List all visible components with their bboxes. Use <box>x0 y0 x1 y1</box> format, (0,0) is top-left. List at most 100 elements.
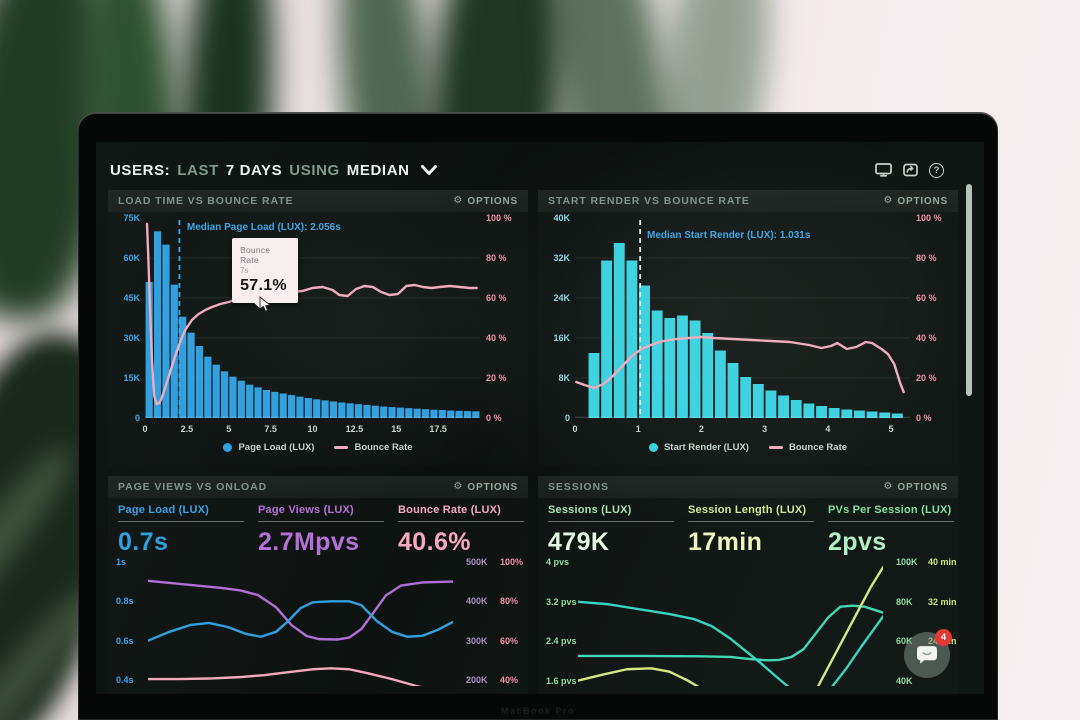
dashboard-header: USERS: LAST 7 DAYS USING MEDIAN ? <box>110 156 970 184</box>
y-axis-right: 100 % 80 % 60 % 40 % 20 % 0 % <box>916 213 954 423</box>
axis-tick: 45K <box>123 293 140 303</box>
axis-tick: 40 min <box>928 557 957 568</box>
options-button[interactable]: ⚙ OPTIONS <box>883 195 948 207</box>
tooltip-title: Bounce Rate <box>240 245 271 265</box>
axis-tick: 80K <box>896 596 913 607</box>
axis-tick: 80 % <box>486 253 507 263</box>
axis-tick: 80 % <box>916 253 937 263</box>
options-button[interactable]: ⚙ OPTIONS <box>883 481 948 493</box>
axis-tick: 1.6 pvs <box>546 675 577 686</box>
axis-tick: 2.4 pvs <box>546 636 577 647</box>
panel-start-render: START RENDER VS BOUNCE RATE ⚙ OPTIONS 40… <box>538 190 958 466</box>
axis-tick: 80% <box>500 596 519 607</box>
axis-tick: 0.8s <box>116 596 134 607</box>
panel-page-views: PAGE VIEWS VS ONLOAD ⚙ OPTIONS Page Load… <box>108 476 528 694</box>
axis-tick: 3 <box>762 424 768 434</box>
axis-tick: 75K <box>123 213 140 223</box>
y-axis-right-views: 500K 400K 300K 200K <box>466 556 494 686</box>
y-axis-right: 100 % 80 % 60 % 40 % 20 % 0 % <box>486 213 524 423</box>
x-axis: 0 2.5 5 7.5 10 12.5 15 17.5 <box>142 424 480 436</box>
options-button[interactable]: ⚙ OPTIONS <box>453 195 518 207</box>
axis-tick: 5 <box>226 424 232 434</box>
tooltip-subtitle: 7s <box>240 266 249 275</box>
sessions-chart[interactable] <box>578 556 883 686</box>
panel-load-time: LOAD TIME VS BOUNCE RATE ⚙ OPTIONS 75K 60… <box>108 190 528 466</box>
axis-tick: 15K <box>123 373 140 383</box>
y-axis-right-sessions: 100K 80K 60K 40K <box>896 556 924 686</box>
axis-tick: 60 % <box>486 293 507 303</box>
share-icon[interactable] <box>903 163 918 177</box>
x-axis: 0 1 2 3 4 5 <box>572 424 910 436</box>
axis-tick: 60% <box>500 635 519 646</box>
options-button[interactable]: ⚙ OPTIONS <box>453 481 518 493</box>
chat-widget-button[interactable]: 4 <box>904 629 952 678</box>
axis-tick: 40K <box>896 675 913 686</box>
axis-tick: 100% <box>500 556 524 567</box>
axis-tick: 40% <box>500 675 519 686</box>
laptop-screen: USERS: LAST 7 DAYS USING MEDIAN ? <box>78 112 998 720</box>
axis-tick: 100 % <box>916 213 942 223</box>
axis-tick: 32 min <box>928 596 957 607</box>
axis-tick: 200K <box>466 675 488 686</box>
chat-bubble-icon <box>917 646 937 664</box>
panel-title: PAGE VIEWS VS ONLOAD <box>118 481 268 493</box>
axis-tick: 40K <box>553 213 570 223</box>
axis-tick: 20 % <box>486 373 507 383</box>
start-render-chart[interactable]: Median Start Render (LUX): 1.031s <box>575 218 910 418</box>
panel-sessions: SESSIONS ⚙ OPTIONS Sessions (LUX) 479K S… <box>538 476 958 694</box>
header-part: USERS: <box>110 161 171 179</box>
axis-tick: 100 % <box>486 213 512 223</box>
axis-tick: 1s <box>116 556 127 567</box>
axis-tick: 40 % <box>486 333 507 343</box>
axis-tick: 16K <box>553 333 570 343</box>
metric-sessions: Sessions (LUX) 479K <box>548 504 674 557</box>
axis-tick: 0 % <box>486 413 502 423</box>
metric-page-load: Page Load (LUX) 0.7s <box>118 504 244 557</box>
legend-item: Page Load (LUX) <box>223 442 314 453</box>
macbook-label: MacBook Pro <box>500 706 575 716</box>
axis-tick: 0 <box>564 413 570 423</box>
axis-tick: 3.2 pvs <box>546 596 577 607</box>
y-axis-left: 1s 0.8s 0.6s 0.4s <box>116 556 142 686</box>
axis-tick: 0.4s <box>116 675 134 686</box>
axis-tick: 60K <box>896 636 913 647</box>
mouse-cursor-icon <box>259 296 272 312</box>
panel-title: LOAD TIME VS BOUNCE RATE <box>118 195 294 207</box>
axis-tick: 1 <box>635 424 641 434</box>
y-axis-right-percent: 100% 80% 60% 40% <box>500 556 526 686</box>
metric-pvs-per-session: PVs Per Session (LUX) 2pvs <box>828 504 954 557</box>
axis-tick: 17.5 <box>429 424 447 434</box>
axis-tick: 400K <box>466 596 488 607</box>
tooltip: Bounce Rate 7s 57.1% <box>232 238 299 303</box>
users-filter-dropdown[interactable]: USERS: LAST 7 DAYS USING MEDIAN <box>110 162 437 179</box>
axis-tick: 0.6s <box>116 635 134 646</box>
axis-tick: 4 pvs <box>546 557 570 568</box>
axis-tick: 24K <box>553 293 570 303</box>
monitor-icon[interactable] <box>875 163 892 177</box>
page-views-chart[interactable] <box>148 556 453 686</box>
axis-tick: 500K <box>466 556 488 567</box>
axis-tick: 300K <box>466 635 488 646</box>
axis-tick: 0 % <box>916 413 932 423</box>
axis-tick: 0 <box>134 413 140 423</box>
metric-session-length: Session Length (LUX) 17min <box>688 504 814 557</box>
y-axis-left: 4 pvs 3.2 pvs 2.4 pvs 1.6 pvs <box>546 556 577 686</box>
load-time-chart[interactable]: Median Page Load (LUX): 2.056s Bounce Ra… <box>145 218 480 418</box>
axis-tick: 60K <box>123 253 140 263</box>
axis-tick: 0 <box>142 424 148 434</box>
header-part: LAST <box>177 161 219 179</box>
help-icon[interactable]: ? <box>929 162 944 178</box>
median-annotation: Median Start Render (LUX): 1.031s <box>647 230 811 241</box>
panel-title: SESSIONS <box>548 481 609 493</box>
axis-tick: 2 <box>698 424 704 434</box>
legend-swatch <box>223 443 233 452</box>
axis-tick: 2.5 <box>180 424 194 434</box>
axis-tick: 10 <box>307 424 318 434</box>
scrollbar[interactable] <box>966 184 972 396</box>
dashboard: USERS: LAST 7 DAYS USING MEDIAN ? <box>96 142 984 694</box>
axis-tick: 7.5 <box>264 424 277 434</box>
axis-tick: 8K <box>558 373 570 383</box>
gear-icon: ⚙ <box>453 481 463 492</box>
axis-tick: 15 <box>391 424 402 434</box>
tooltip-value: 57.1% <box>240 277 287 294</box>
